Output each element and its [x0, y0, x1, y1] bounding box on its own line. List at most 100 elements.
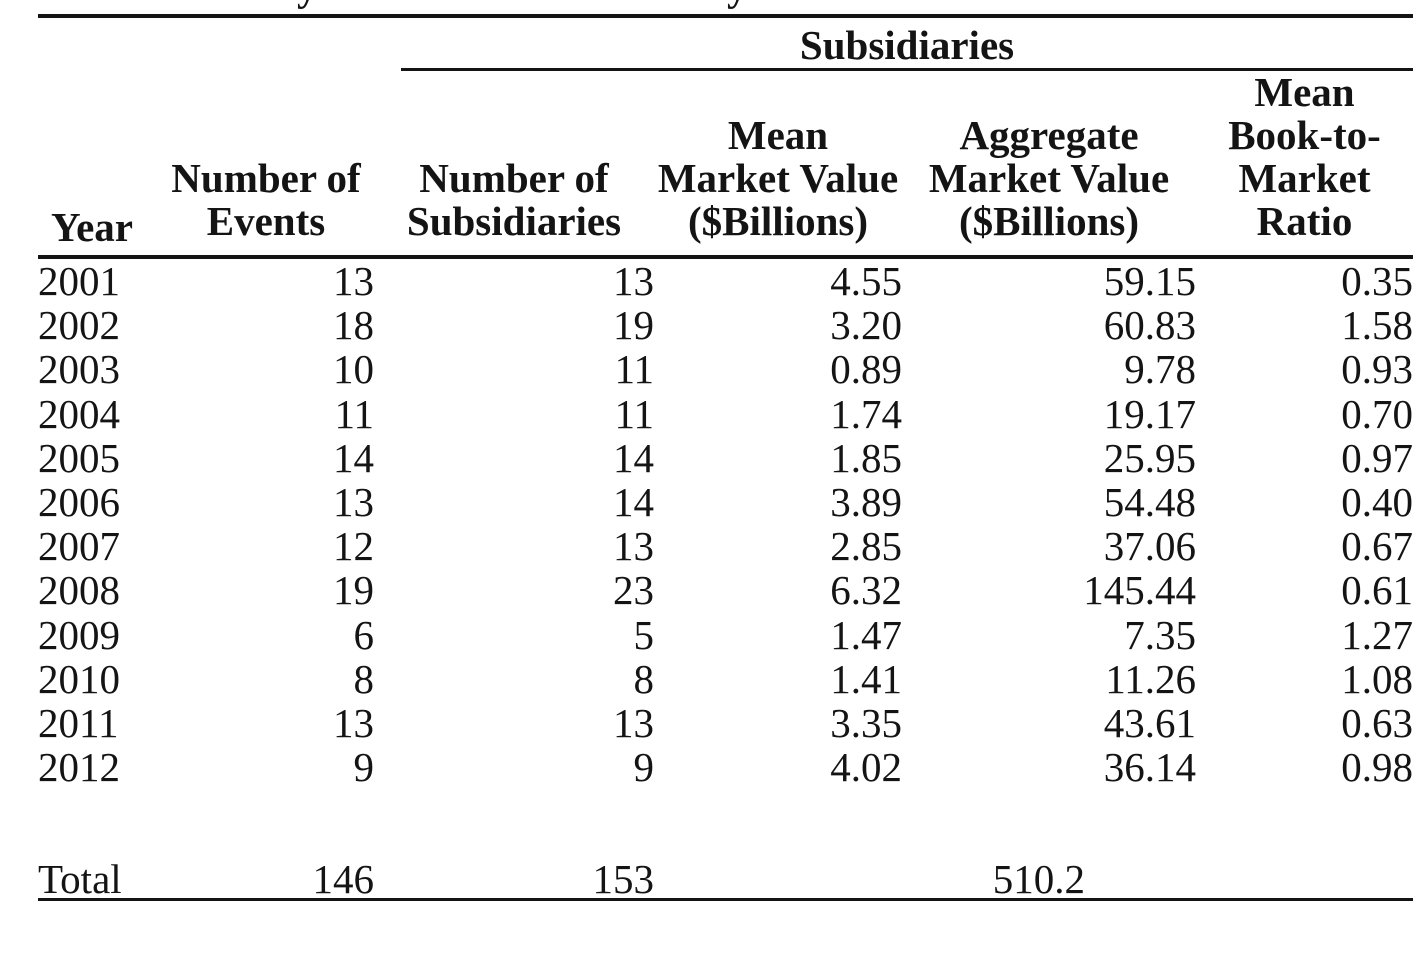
span-header-cell: Subsidiaries: [374, 16, 1414, 71]
events-cell: 13: [333, 480, 374, 525]
events-cell: 18: [333, 303, 374, 348]
aggregate-market-value-cell: 60.83: [1103, 303, 1196, 348]
aggregate-market-value-cell: 59.15: [1103, 258, 1196, 304]
events-cell: 13: [333, 258, 374, 304]
subsidiaries-cell: 5: [633, 612, 655, 657]
cropped-title-descender: y: [297, 0, 318, 10]
total-label-cell: Total: [38, 860, 122, 900]
book-to-market-cell: 0.70: [1341, 391, 1414, 436]
total-subsidiaries-cell: 153: [592, 860, 655, 900]
events-cell: 19: [333, 568, 374, 613]
subsidiaries-cell: 13: [613, 701, 654, 746]
mean-market-value-cell: 1.74: [830, 391, 902, 436]
aggregate-market-value-cell: 9.78: [1124, 347, 1196, 392]
column-header-mean-book-to-market-ratio: Mean Book-to- Market Ratio: [1196, 71, 1414, 259]
mean-market-value-cell: 1.85: [830, 435, 902, 481]
subsidiaries-cell: 8: [633, 656, 655, 702]
book-to-market-cell: 0.61: [1341, 568, 1414, 613]
subsidiaries-cell: 14: [613, 480, 654, 525]
total-book-to-market-cell: [1196, 860, 1413, 900]
table-row: 2008 19 23 6.32 145.44 0.61: [38, 568, 1413, 612]
year-cell: 2003: [38, 347, 120, 392]
table-body: 2001 13 13 4.55 59.15 0.35 2002 18 19 3.…: [38, 257, 1414, 790]
table-row: 2003 10 11 0.89 9.78 0.93: [38, 347, 1413, 391]
year-cell: 2001: [38, 258, 120, 304]
column-header-year: Year: [38, 71, 158, 259]
column-header-number-of-events: Number of Events: [158, 71, 374, 259]
aggregate-market-value-cell: 54.48: [1103, 480, 1196, 525]
aggregate-market-value-cell: 43.61: [1103, 701, 1196, 746]
book-to-market-cell: 0.98: [1341, 745, 1414, 790]
mean-market-value-cell: 1.41: [830, 656, 902, 702]
table-row: 2006 13 14 3.89 54.48 0.40: [38, 480, 1413, 524]
subsidiaries-cell: 14: [613, 435, 654, 481]
column-header-mean-market-value: Mean Market Value ($Billions): [654, 71, 902, 259]
mean-market-value-cell: 6.32: [830, 568, 902, 613]
mean-market-value-cell: 1.47: [830, 612, 902, 657]
subsidiaries-cell: 19: [613, 303, 654, 348]
book-to-market-cell: 0.97: [1341, 435, 1414, 481]
year-cell: 2005: [38, 435, 120, 481]
year-cell: 2002: [38, 303, 120, 348]
mean-market-value-cell: 3.35: [830, 701, 902, 746]
events-cell: 9: [353, 745, 375, 790]
events-cell: 11: [334, 391, 374, 436]
table-row: 2007 12 13 2.85 37.06 0.67: [38, 524, 1413, 568]
cropped-title-fragments: y y: [0, 0, 1428, 10]
table-row: 2004 11 11 1.74 19.17 0.70: [38, 392, 1413, 436]
book-to-market-cell: 1.58: [1341, 303, 1414, 348]
total-aggregate-market-value-cell: 510.2: [992, 860, 1085, 900]
year-cell: 2007: [38, 524, 120, 569]
spacer-row: [38, 789, 1413, 860]
mean-market-value-cell: 3.89: [830, 480, 902, 525]
subsidiaries-cell: 13: [613, 524, 654, 569]
events-cell: 12: [333, 524, 374, 569]
table-row: 2009 6 5 1.47 7.35 1.27: [38, 613, 1413, 657]
aggregate-market-value-cell: 19.17: [1103, 391, 1196, 436]
table-row: 2005 14 14 1.85 25.95 0.97: [38, 436, 1413, 480]
aggregate-market-value-cell: 11.26: [1105, 656, 1196, 702]
book-to-market-cell: 1.08: [1341, 656, 1414, 702]
book-to-market-cell: 0.35: [1341, 258, 1414, 304]
subsidiaries-cell: 11: [614, 391, 654, 436]
span-header-row: Subsidiaries: [38, 16, 1414, 71]
events-cell: 13: [333, 701, 374, 746]
events-cell: 8: [353, 656, 375, 702]
aggregate-market-value-cell: 37.06: [1103, 524, 1196, 569]
aggregate-market-value-cell: 7.35: [1124, 612, 1196, 657]
mean-market-value-cell: 0.89: [830, 347, 902, 392]
year-cell: 2010: [38, 656, 120, 702]
total-events-cell: 146: [312, 860, 375, 900]
year-cell: 2006: [38, 480, 120, 525]
mean-market-value-cell: 2.85: [830, 524, 902, 569]
book-to-market-cell: 0.93: [1341, 347, 1414, 392]
events-cell: 10: [333, 347, 374, 392]
year-cell: 2012: [38, 745, 120, 790]
year-cell: 2008: [38, 568, 120, 613]
book-to-market-cell: 1.27: [1341, 612, 1414, 657]
aggregate-market-value-cell: 36.14: [1103, 745, 1196, 790]
subsidiaries-stats-table: Subsidiaries Year Number of Events Numbe…: [38, 14, 1414, 902]
year-cell: 2011: [38, 701, 119, 746]
aggregate-market-value-cell: 25.95: [1103, 435, 1196, 481]
book-to-market-cell: 0.63: [1341, 701, 1414, 746]
column-header-aggregate-market-value: Aggregate Market Value ($Billions): [902, 71, 1196, 259]
year-cell: 2009: [38, 612, 120, 657]
column-header-row: Year Number of Events Number of Subsidia…: [38, 71, 1414, 259]
book-to-market-cell: 0.67: [1341, 524, 1414, 569]
table-row: 2011 13 13 3.35 43.61 0.63: [38, 701, 1413, 745]
total-mean-market-value-cell: [654, 860, 902, 900]
events-cell: 6: [353, 612, 375, 657]
year-cell: 2004: [38, 391, 120, 436]
column-header-number-of-subsidiaries: Number of Subsidiaries: [374, 71, 654, 259]
table-row: 2001 13 13 4.55 59.15 0.35: [38, 257, 1413, 303]
subsidiaries-cell: 9: [633, 745, 655, 790]
mean-market-value-cell: 4.02: [830, 745, 902, 790]
mean-market-value-cell: 3.20: [830, 303, 902, 348]
subsidiaries-span-header: Subsidiaries: [401, 18, 1414, 71]
table-row: 2002 18 19 3.20 60.83 1.58: [38, 303, 1413, 347]
subsidiaries-cell: 13: [613, 258, 654, 304]
spacer-cell: [38, 789, 1413, 860]
span-header-spacer: [38, 16, 374, 71]
